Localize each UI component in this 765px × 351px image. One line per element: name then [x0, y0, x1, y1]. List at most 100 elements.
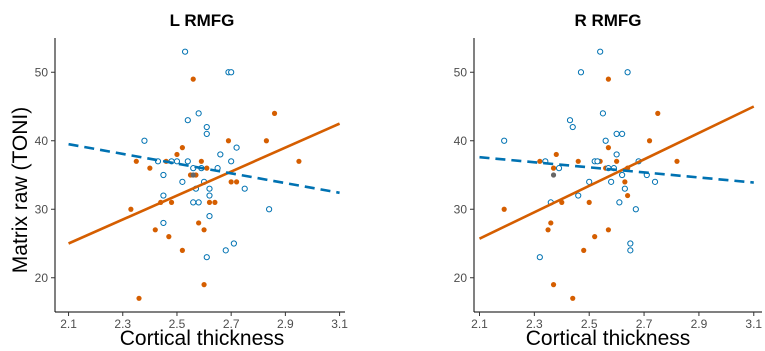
filled-point: [548, 220, 554, 226]
open-point: [624, 69, 631, 76]
filled-point: [581, 247, 587, 253]
filled-point: [168, 199, 175, 205]
open-point: [233, 144, 240, 151]
open-point: [619, 171, 626, 179]
open-point: [594, 158, 601, 165]
open-point: [555, 165, 563, 172]
open-point: [206, 185, 213, 192]
open-point: [599, 110, 607, 117]
open-point: [203, 254, 210, 261]
x-tick-label: 2.5: [581, 317, 598, 331]
open-point: [569, 123, 576, 131]
filled-point: [212, 199, 218, 205]
filled-point: [263, 138, 270, 144]
open-point: [184, 158, 191, 165]
open-point: [173, 158, 181, 165]
filled-point: [553, 151, 559, 158]
open-point: [616, 199, 623, 206]
x-tick-label: 2.7: [223, 317, 240, 331]
filled-point: [550, 172, 557, 178]
filled-point: [128, 206, 134, 212]
filled-point: [225, 138, 232, 144]
x-tick-label: 2.3: [114, 317, 131, 331]
filled-point: [179, 247, 185, 253]
open-point: [230, 240, 237, 247]
filled-point: [136, 295, 142, 301]
filled-point: [625, 192, 631, 199]
filled-point: [206, 199, 213, 205]
x-tick-label: 2.3: [526, 317, 543, 331]
y-tick-label: 50: [35, 65, 49, 79]
filled-point: [271, 110, 278, 116]
filled-point: [655, 110, 661, 116]
open-point: [203, 123, 210, 131]
solid-fit-line: [68, 122, 341, 245]
y-tick-label: 30: [35, 202, 49, 216]
x-axis-label: Cortical thickness: [120, 327, 285, 350]
filled-point: [147, 165, 153, 171]
open-point: [181, 48, 189, 55]
open-point: [222, 247, 229, 254]
open-point: [613, 130, 620, 137]
open-point: [241, 185, 248, 192]
open-point: [190, 199, 197, 206]
dashed-fit-line: [68, 142, 340, 195]
open-point: [621, 185, 628, 192]
filled-point: [550, 282, 557, 288]
open-point: [608, 178, 615, 185]
filled-point: [545, 227, 551, 233]
open-point: [195, 110, 202, 117]
filled-point: [201, 282, 207, 288]
y-tick-label: 50: [454, 65, 468, 79]
open-point: [651, 178, 659, 185]
filled-point: [592, 234, 598, 240]
filled-point: [174, 151, 180, 158]
filled-point: [550, 165, 557, 171]
open-point: [141, 137, 148, 144]
filled-point: [674, 158, 680, 164]
filled-point: [179, 145, 185, 151]
y-tick-label: 40: [454, 134, 468, 148]
open-point: [602, 137, 609, 144]
filled-point: [605, 227, 612, 233]
open-point: [179, 178, 186, 185]
solid-fit-line: [478, 105, 755, 240]
open-point: [195, 199, 202, 206]
open-point: [613, 151, 620, 158]
open-point: [566, 117, 574, 124]
y-tick-label: 20: [35, 271, 49, 285]
x-tick-label: 2.9: [277, 317, 294, 331]
x-axis-label: Cortical thickness: [526, 327, 691, 350]
open-point: [206, 192, 213, 199]
x-tick-label: 3.1: [331, 317, 348, 331]
filled-point: [201, 227, 207, 233]
open-point: [597, 48, 604, 55]
y-tick-label: 20: [454, 271, 468, 285]
open-point: [217, 151, 224, 158]
open-point: [577, 69, 585, 76]
open-point: [206, 213, 213, 220]
filled-point: [228, 179, 234, 185]
filled-point: [204, 165, 210, 171]
filled-point: [537, 158, 543, 164]
filled-point: [196, 220, 202, 226]
filled-point: [133, 158, 139, 164]
filled-point: [501, 206, 507, 212]
filled-point: [296, 158, 302, 164]
filled-point: [190, 76, 196, 82]
open-point: [160, 219, 167, 227]
x-tick-label: 2.9: [691, 317, 708, 331]
dashed-fit-line: [479, 155, 754, 184]
x-tick-label: 2.7: [636, 317, 653, 331]
open-point: [228, 158, 235, 165]
filled-point: [190, 172, 196, 178]
open-point: [536, 254, 543, 261]
filled-point: [622, 179, 628, 185]
open-point: [575, 192, 582, 199]
filled-point: [198, 158, 204, 164]
filled-point: [646, 138, 653, 144]
open-point: [184, 117, 191, 124]
y-tick-label: 40: [35, 134, 49, 148]
x-tick-label: 2.1: [471, 317, 488, 331]
